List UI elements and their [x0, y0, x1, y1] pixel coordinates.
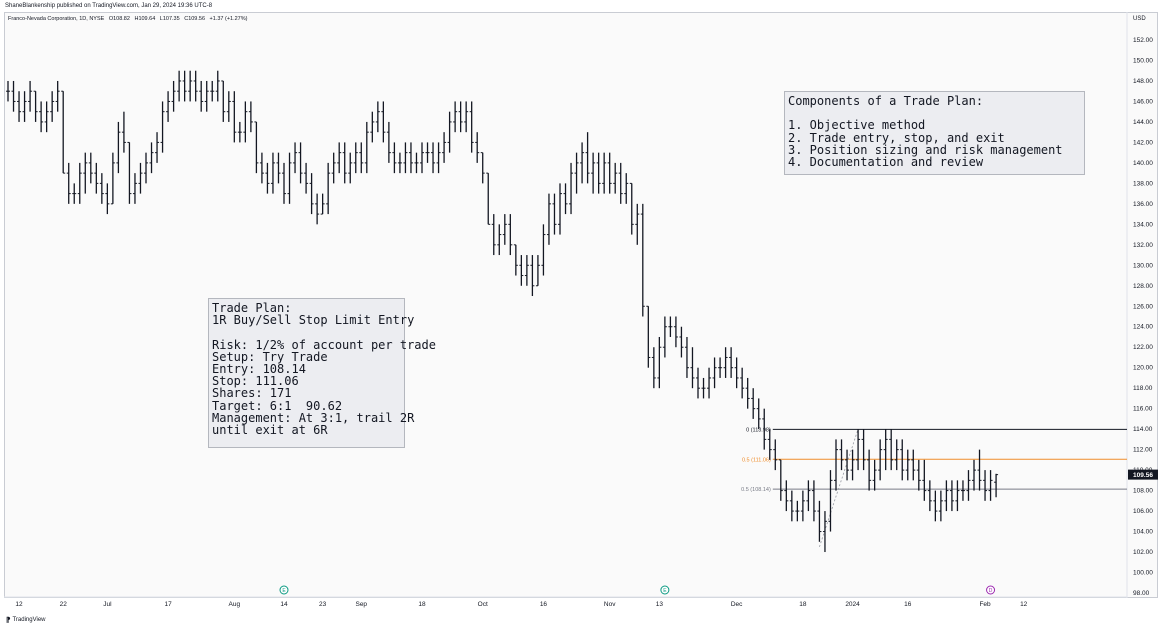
- x-tick-label: 18: [799, 601, 807, 608]
- y-tick-label: 112.00: [1133, 447, 1153, 454]
- x-tick-label: Jul: [103, 601, 112, 608]
- y-tick-label: 102.00: [1133, 549, 1153, 556]
- x-tick-label: 12: [15, 601, 23, 608]
- y-tick-label: 106.00: [1133, 508, 1153, 515]
- event-marker-label: D: [989, 588, 993, 594]
- y-tick-label: 142.00: [1133, 139, 1153, 146]
- last-price-label: 109.56: [1133, 472, 1153, 479]
- y-tick-label: 138.00: [1133, 180, 1153, 187]
- ohlc-close: C109.56: [184, 16, 206, 22]
- y-tick-label: 140.00: [1133, 160, 1153, 167]
- fib-level-label: 0.5 (111.06): [742, 457, 771, 463]
- dividend-event-icon: [986, 585, 996, 595]
- trade-plan-note[interactable]: Trade Plan: 1R Buy/Sell Stop Limit Entry…: [208, 298, 436, 448]
- publisher-header: ShaneBlankenship published on TradingVie…: [5, 3, 213, 9]
- y-tick-label: 122.00: [1133, 344, 1153, 351]
- currency-label: USD: [1133, 16, 1146, 22]
- fib-level-label: 0 (113.98): [746, 427, 771, 433]
- x-tick-label: 12: [1020, 601, 1028, 608]
- y-tick-label: 118.00: [1133, 385, 1153, 392]
- x-tick-label: Sep: [355, 601, 367, 608]
- y-tick-label: 114.00: [1133, 426, 1153, 433]
- x-tick-label: 16: [540, 601, 548, 608]
- y-tick-label: 136.00: [1133, 201, 1153, 208]
- y-tick-label: 108.00: [1133, 488, 1153, 495]
- x-tick-label: Nov: [604, 601, 616, 608]
- footer-brand-label: TradingView: [12, 617, 46, 623]
- y-tick-label: 130.00: [1133, 262, 1153, 269]
- y-tick-label: 144.00: [1133, 119, 1153, 126]
- x-tick-label: 14: [280, 601, 288, 608]
- y-tick-label: 120.00: [1133, 365, 1153, 372]
- y-tick-label: 150.00: [1133, 57, 1153, 64]
- event-marker-label: E: [282, 588, 286, 594]
- x-tick-label: 22: [60, 601, 68, 608]
- y-tick-label: 132.00: [1133, 242, 1153, 249]
- x-tick-label: Feb: [979, 601, 991, 608]
- x-tick-label: Dec: [731, 601, 743, 608]
- y-tick-label: 128.00: [1133, 283, 1153, 290]
- y-tick-label: 104.00: [1133, 529, 1153, 536]
- y-tick-label: 152.00: [1133, 37, 1153, 44]
- x-tick-label: Oct: [478, 601, 488, 608]
- x-tick-label: 2024: [845, 601, 860, 608]
- y-tick-label: 116.00: [1133, 406, 1153, 413]
- y-tick-label: 124.00: [1133, 324, 1153, 331]
- footer-brand[interactable]: ⁋ TradingView: [6, 616, 46, 624]
- ohlc-high: H109.64: [134, 16, 156, 22]
- y-tick-label: 146.00: [1133, 98, 1153, 105]
- symbol-legend: Franco-Nevada Corporation, 1D, NYSE O108…: [8, 16, 250, 22]
- last-price-tag: [1128, 469, 1158, 480]
- x-tick-label: Aug: [229, 601, 241, 608]
- x-tick-label: 23: [319, 601, 327, 608]
- ohlc-low: L107.35: [159, 16, 180, 22]
- ohlc-change: +1.37 (+1.27%): [209, 16, 248, 22]
- y-tick-label: 100.00: [1133, 570, 1153, 577]
- x-tick-label: 16: [904, 601, 912, 608]
- y-tick-label: 126.00: [1133, 303, 1153, 310]
- tradingview-logo-icon: ⁋: [6, 617, 11, 624]
- fib-trend-line: [819, 429, 859, 548]
- fib-level-label: 0.5 (108.14): [741, 487, 771, 493]
- event-marker-label: E: [663, 588, 667, 594]
- symbol-name: Franco-Nevada Corporation, 1D, NYSE: [8, 16, 105, 22]
- x-tick-label: 13: [656, 601, 664, 608]
- ohlc-open: O108.82: [108, 16, 130, 22]
- y-tick-label: 98.00: [1133, 590, 1150, 597]
- y-tick-label: 148.00: [1133, 78, 1153, 85]
- earnings-event-icon: [279, 585, 289, 595]
- x-tick-label: 17: [164, 601, 172, 608]
- trade-plan-components-note[interactable]: Components of a Trade Plan: 1. Objective…: [784, 91, 1085, 175]
- y-tick-label: 134.00: [1133, 221, 1153, 228]
- x-tick-label: 18: [418, 601, 426, 608]
- earnings-event-icon: [660, 585, 670, 595]
